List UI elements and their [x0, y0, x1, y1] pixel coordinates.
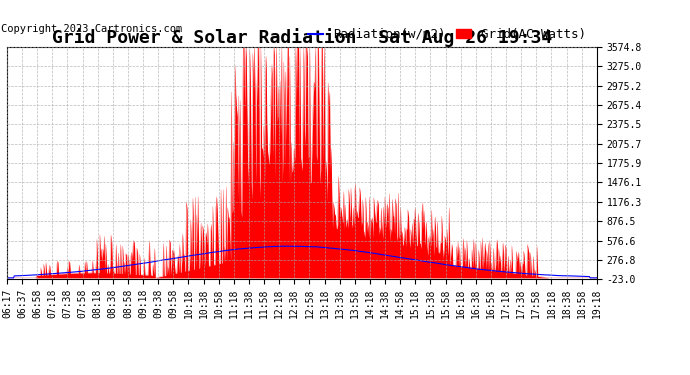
Legend: Radiation(w/m2), Grid(AC Watts): Radiation(w/m2), Grid(AC Watts): [303, 23, 591, 46]
Text: Copyright 2023 Cartronics.com: Copyright 2023 Cartronics.com: [1, 24, 182, 34]
Title: Grid Power & Solar Radiation  Sat Aug 26 19:34: Grid Power & Solar Radiation Sat Aug 26 …: [52, 28, 552, 47]
